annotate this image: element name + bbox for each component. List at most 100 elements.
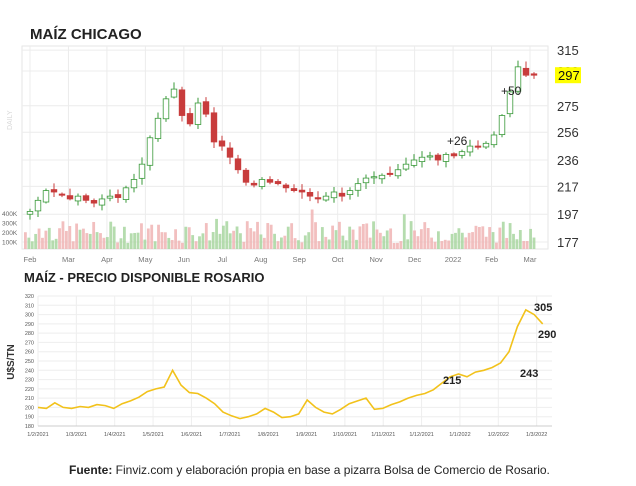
volume-bar [447, 240, 451, 249]
chicago-x-tick-label: Jul [218, 255, 228, 264]
candle-body [442, 154, 450, 162]
rosario-y-tick-label: 180 [25, 424, 34, 430]
chicago-x-tick-label: Mar [62, 255, 75, 264]
volume-bar [24, 232, 27, 249]
rosario-x-tick-label: 1/1/2022 [449, 432, 470, 438]
volume-bar [317, 241, 321, 249]
chicago-x-tick-label: Aug [254, 255, 267, 264]
volume-bar [143, 239, 147, 249]
rosario-x-tick-label: 1/2/2021 [27, 432, 48, 438]
volume-bar [47, 227, 51, 249]
candle-body [338, 192, 346, 197]
chicago-y-tick-label: 315 [557, 43, 579, 58]
volume-bar [64, 230, 68, 249]
chicago-x-tick-label: Dec [408, 255, 422, 264]
candle-body [130, 179, 138, 189]
rosario-x-tick-label: 1/2/2022 [488, 432, 509, 438]
volume-bar [365, 223, 369, 249]
candle-body [106, 195, 114, 199]
rosario-y-axis-label: U$S/TN [6, 344, 17, 380]
volume-bar [491, 232, 495, 249]
volume-bar [402, 214, 406, 249]
volume-bar [382, 236, 386, 249]
volume-tick-label: 400K [2, 211, 18, 218]
volume-bar [27, 237, 31, 249]
rosario-x-tick-label: 1/12/2021 [409, 432, 433, 438]
volume-bar [78, 229, 82, 249]
chicago-x-tick-label: Sep [293, 255, 306, 264]
candle-body [98, 198, 106, 206]
volume-bar [167, 237, 171, 249]
volume-bar [34, 233, 38, 249]
candle-body [490, 134, 498, 146]
candle-body [450, 153, 458, 157]
volume-bar [228, 233, 232, 249]
caption-label: Fuente: [69, 463, 113, 477]
volume-bar [249, 228, 253, 249]
volume-bar [477, 226, 481, 249]
candle-body [138, 163, 146, 179]
source-caption: Fuente: Finviz.com y elaboración propia … [69, 463, 550, 477]
volume-bar [215, 218, 218, 249]
volume-bar [170, 239, 174, 249]
volume-bar [443, 239, 447, 249]
chicago-y-tick-label: 236 [557, 153, 579, 168]
volume-bar [85, 233, 89, 249]
rosario-annotation: 215 [443, 375, 461, 387]
volume-bar [454, 232, 457, 249]
volume-bar [361, 223, 365, 249]
volume-bar [92, 221, 96, 249]
candle-body [426, 155, 434, 158]
chicago-x-tick-label: Feb [485, 255, 498, 264]
candle-body [162, 98, 170, 120]
volume-bar [61, 221, 65, 249]
volume-bar [242, 241, 246, 249]
volume-bar [464, 237, 468, 249]
volume-tick-label: 300K [2, 221, 18, 228]
chicago-y-tick-label: 256 [557, 125, 579, 140]
last-price-marker [555, 67, 581, 84]
volume-bar [351, 229, 355, 249]
volume-bar [375, 229, 379, 249]
volume-bar [525, 241, 529, 249]
volume-bar [457, 228, 461, 249]
volume-bar [293, 238, 297, 249]
volume-bar [290, 223, 294, 249]
chicago-chart-title: MAÍZ CHICAGO [30, 26, 142, 43]
volume-bar [184, 226, 188, 249]
chicago-y-tick-label: 177 [557, 235, 579, 250]
candle-body [346, 190, 354, 196]
candle-body [154, 117, 162, 140]
volume-bar [181, 242, 184, 249]
volume-bar [194, 241, 198, 249]
chicago-x-tick-label: Nov [369, 255, 383, 264]
volume-bar [498, 227, 502, 249]
chicago-x-tick-label: 2022 [445, 255, 462, 264]
volume-bar [522, 240, 526, 249]
volume-bar [239, 233, 242, 249]
candle-body [82, 195, 90, 201]
volume-bar [389, 228, 393, 249]
rosario-y-tick-label: 270 [25, 340, 34, 346]
volume-bar [133, 232, 137, 249]
candle-body [42, 190, 50, 203]
volume-bar [140, 223, 143, 249]
volume-bar [426, 228, 430, 249]
volume-bar [150, 224, 154, 249]
rosario-x-tick-label: 1/11/2021 [371, 432, 395, 438]
volume-bar [423, 222, 427, 249]
volume-bar [177, 240, 181, 249]
volume-bar [273, 233, 276, 249]
volume-bar [396, 242, 399, 249]
volume-bar [235, 226, 239, 249]
volume-bar [344, 240, 348, 249]
volume-bar [37, 228, 41, 249]
candle-body [282, 184, 290, 189]
volume-bar [201, 233, 205, 249]
candle-body [202, 101, 210, 115]
volume-bar [116, 242, 119, 249]
candle-body [378, 174, 386, 180]
candle-body [386, 172, 394, 175]
volume-bar [484, 236, 488, 249]
chicago-y-tick-label: 217 [557, 179, 579, 194]
